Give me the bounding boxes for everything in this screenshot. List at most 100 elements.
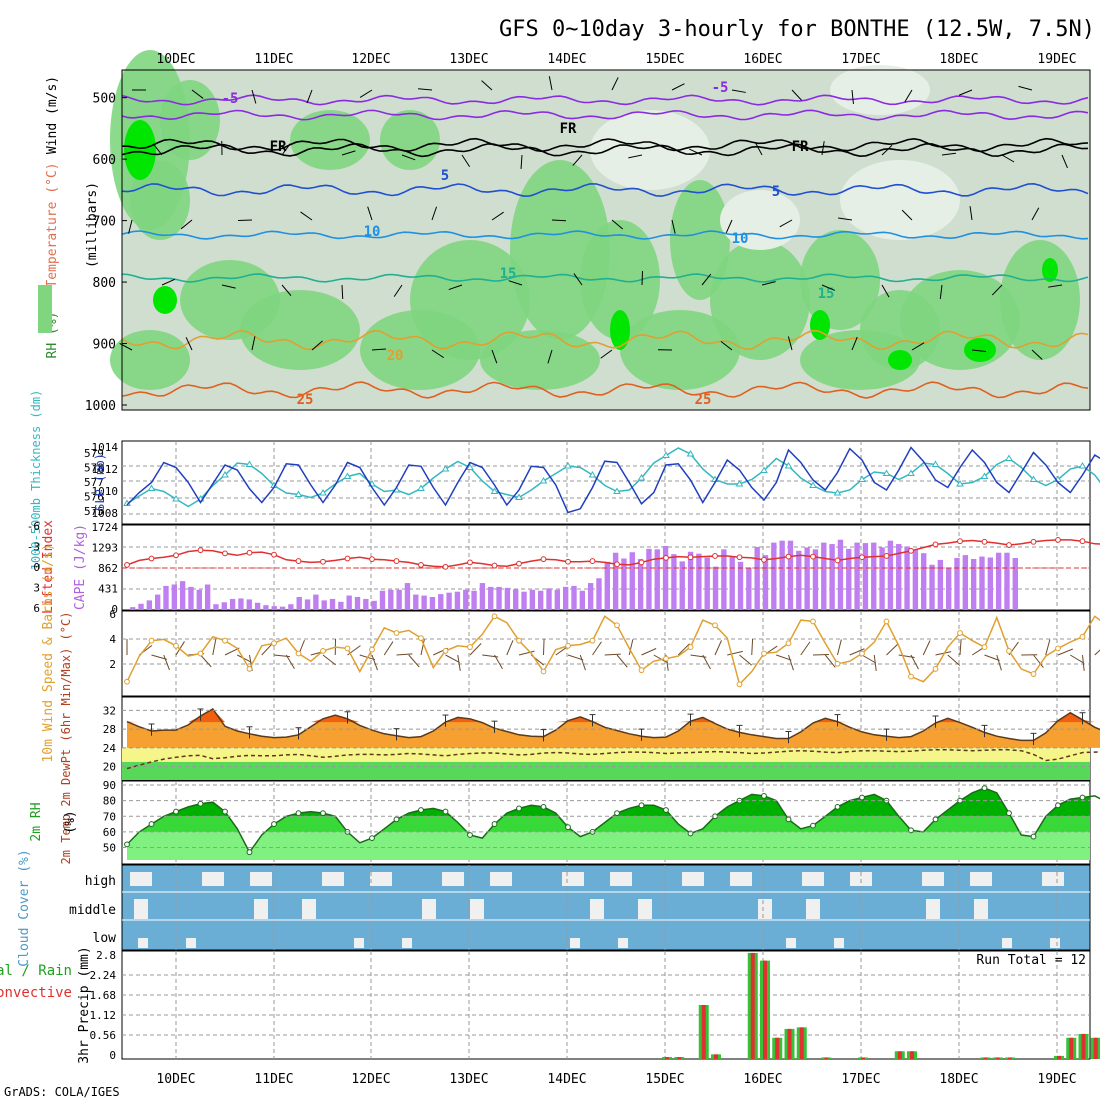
- lifted-index-marker: [174, 553, 179, 558]
- cape-bar: [147, 600, 152, 610]
- cape-bar: [754, 547, 759, 610]
- lifted-index-marker: [762, 557, 767, 562]
- cape-bar: [363, 599, 368, 610]
- cape-bar: [779, 541, 784, 610]
- rh2m-marker: [835, 804, 840, 809]
- precip-convective-bar: [677, 1057, 681, 1059]
- cs-contour-label: -5: [712, 80, 729, 96]
- date-label-top: 13DEC: [449, 52, 488, 67]
- precip-tick: 0.56: [90, 1029, 117, 1042]
- lifted-index-marker: [884, 554, 889, 559]
- cape-bar: [938, 560, 943, 610]
- cape-bar: [904, 546, 909, 610]
- cloud-axis-label: Cloud Cover (%): [17, 849, 32, 966]
- lifted-index-marker: [835, 558, 840, 563]
- wind10-marker: [688, 645, 693, 650]
- date-label-bottom: 10DEC: [156, 1072, 195, 1087]
- date-label-bottom: 15DEC: [645, 1072, 684, 1087]
- precip-convective-bar: [800, 1027, 804, 1059]
- cape-bar: [330, 599, 335, 610]
- cloud-middle-block: [806, 899, 820, 919]
- cape-bar: [996, 553, 1001, 610]
- precip-convective-bar: [665, 1057, 669, 1059]
- cape-bar: [730, 557, 735, 610]
- lifted-index-marker: [394, 559, 399, 564]
- cape-bar: [563, 587, 568, 610]
- cloud-level-label: high: [85, 874, 116, 889]
- cs-contour-label: 5: [772, 184, 780, 200]
- chart-title: GFS 0~10day 3-hourly for BONTHE (12.5W, …: [499, 17, 1095, 42]
- date-label-top: 16DEC: [743, 52, 782, 67]
- rh2m-marker: [247, 850, 252, 855]
- wind10-marker: [811, 619, 816, 624]
- cape-bar: [705, 558, 710, 610]
- wind10-marker: [958, 631, 963, 636]
- slp-axis-label: SLP (mb): [93, 453, 107, 511]
- rh2m-marker: [443, 809, 448, 814]
- wind10-marker: [223, 638, 228, 643]
- cs-rh-high-area: [124, 120, 156, 180]
- lifted-index-marker: [688, 555, 693, 560]
- cloud-middle-block: [926, 899, 940, 919]
- lifted-index-marker: [566, 559, 571, 564]
- wind10-tick: 4: [109, 633, 116, 646]
- cape-bar: [446, 593, 451, 610]
- cape-bar: [371, 601, 376, 610]
- cape-bar: [588, 583, 593, 610]
- precip-convective-bar: [1082, 1034, 1086, 1059]
- lifted-index-marker: [1056, 538, 1061, 543]
- lifted-index-marker: [345, 556, 350, 561]
- precip-convective-bar: [1094, 1038, 1098, 1059]
- rh2m-marker: [125, 842, 130, 847]
- rh2m-marker: [468, 833, 473, 838]
- date-label-top: 12DEC: [351, 52, 390, 67]
- lifted-index-marker: [272, 552, 277, 557]
- cape-bar: [596, 578, 601, 610]
- wind10-marker: [174, 643, 179, 648]
- cape-tick: 862: [98, 562, 118, 575]
- rh2m-marker: [762, 794, 767, 799]
- date-label-bottom: 18DEC: [939, 1072, 978, 1087]
- cloud-middle-block: [470, 899, 484, 919]
- cs-rh-mid-area: [480, 330, 600, 390]
- dew-band-green: [122, 762, 1090, 780]
- wind10-marker: [247, 667, 252, 672]
- cape-bar: [380, 591, 385, 610]
- cape-tick: 431: [98, 583, 118, 596]
- rh2m-tick: 70: [103, 810, 116, 823]
- cape-bar: [863, 543, 868, 610]
- precip-legend-total: Total / Rain: [0, 963, 72, 979]
- date-label-top: 19DEC: [1037, 52, 1076, 67]
- cape-bar: [338, 602, 343, 610]
- lifted-index-marker: [468, 560, 473, 565]
- cs-rh-high-area: [964, 338, 996, 362]
- wind10-marker: [664, 656, 669, 661]
- cloud-low-block: [186, 938, 196, 948]
- wind10-marker: [517, 638, 522, 643]
- cloud-middle-block: [974, 899, 988, 919]
- rh2m-marker: [615, 811, 620, 816]
- cape-bar: [571, 586, 576, 610]
- temp-tick: 32: [103, 704, 116, 717]
- lifted-index-marker: [492, 563, 497, 568]
- cloud-high-block: [490, 872, 512, 886]
- precip-run-total: Run Total = 12: [976, 953, 1086, 968]
- cape-bar: [713, 567, 718, 610]
- cs-contour-label: FR: [560, 121, 577, 137]
- rh2m-tick: 80: [103, 795, 116, 808]
- wind10-marker: [394, 631, 399, 636]
- cape-bar: [230, 599, 235, 610]
- date-label-bottom: 19DEC: [1037, 1072, 1076, 1087]
- precip-convective-bar: [984, 1057, 988, 1059]
- cape-bar: [471, 591, 476, 610]
- cs-rh-mid-area: [180, 260, 280, 340]
- cs-pressure-axis-label: (millibars): [85, 182, 100, 268]
- lifted-index-marker: [639, 560, 644, 565]
- wind10-barb: [544, 639, 545, 655]
- cape-bar: [272, 606, 277, 610]
- cs-contour-label: -5: [222, 91, 239, 107]
- rh2m-marker: [223, 809, 228, 814]
- precip-convective-bar: [910, 1051, 914, 1059]
- cs-contour-label: 10: [732, 231, 749, 247]
- cloud-high-block: [250, 872, 272, 886]
